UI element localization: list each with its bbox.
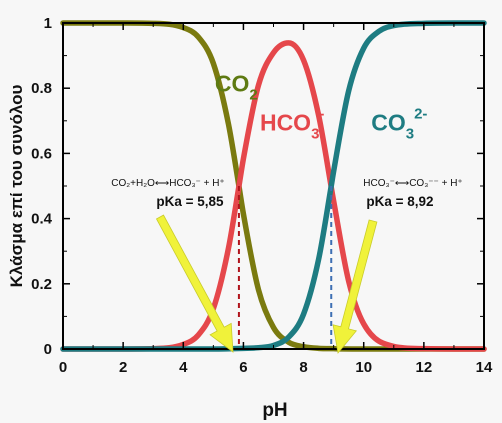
x-tick-label: 10 [355, 359, 372, 376]
y-axis-ticks: 0 0.2 0.4 0.6 0.8 1 [31, 15, 484, 358]
x-axis-label: pH [262, 400, 287, 421]
annotation-arrow-1 [155, 214, 234, 353]
annotation-arrows [155, 214, 378, 354]
y-tick-label: 0.4 [31, 211, 53, 228]
x-tick-label: 0 [59, 359, 67, 376]
x-tick-label: 8 [299, 359, 307, 376]
pka-label-1: pKa = 5,85 [156, 194, 224, 209]
pka-drop-lines [237, 186, 333, 349]
reaction-equation-1: CO₂+H₂O⟷HCO₃⁻ + H⁺ [111, 178, 224, 189]
x-axis-ticks: 0 2 4 6 8 10 12 14 [59, 23, 493, 376]
y-axis-label: Κλάσμα επί του συνόλου [7, 85, 26, 288]
x-tick-label: 4 [179, 359, 188, 376]
y-tick-label: 0.8 [31, 80, 52, 97]
x-tick-label: 2 [119, 359, 127, 376]
y-tick-label: 1 [44, 15, 52, 32]
pka-label-2: pKa = 8,92 [366, 194, 433, 209]
x-tick-label: 14 [476, 359, 493, 376]
series-label-2: CO32- [371, 106, 427, 143]
x-tick-label: 6 [239, 359, 247, 376]
pka-annotations: CO₂+H₂O⟷HCO₃⁻ + H⁺ pKa = 5,85 HCO₃⁻⟷CO₃⁻⁻ … [111, 178, 462, 209]
series-label-0: CO2 [215, 70, 258, 103]
reaction-equation-2: HCO₃⁻⟷CO₃⁻⁻ + H⁺ [363, 178, 462, 189]
annotation-arrow-2 [332, 219, 378, 354]
series-label-1: HCO3- [260, 106, 324, 143]
y-tick-label: 0 [44, 341, 52, 358]
x-tick-label: 12 [416, 359, 433, 376]
y-tick-label: 0.6 [31, 145, 52, 162]
y-tick-label: 0.2 [31, 276, 52, 293]
